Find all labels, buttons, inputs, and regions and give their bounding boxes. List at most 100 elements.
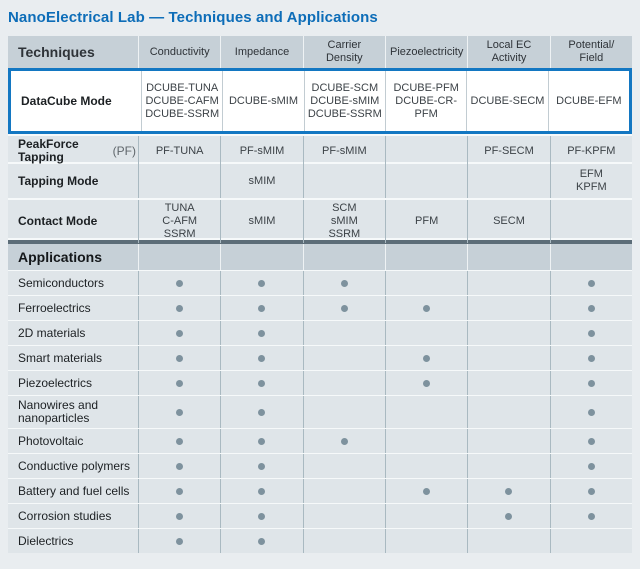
dot-cell (138, 529, 220, 553)
technique-cell: DCUBE-SCM DCUBE-sMIM DCUBE-SSRM (303, 71, 385, 131)
technique-cell: DCUBE-SECM (466, 71, 547, 131)
technique-cell: PFM (385, 200, 467, 243)
technique-cell (549, 200, 632, 243)
techniques-section-header: Techniques (18, 43, 95, 60)
dot-marker (258, 537, 266, 545)
dot-marker (176, 512, 184, 520)
technique-cell (138, 164, 220, 198)
column-header-piezoelectricity: Piezoelectricity (385, 36, 467, 68)
technique-cell (385, 164, 467, 198)
dot-marker (258, 408, 266, 416)
technique-cell: PF-sMIM (302, 136, 385, 166)
row-label: Contact Mode (18, 214, 98, 228)
dot-cell (467, 454, 549, 478)
dot-marker (258, 462, 266, 470)
dot-cell (385, 321, 467, 345)
dot-cell (220, 271, 302, 295)
dot-cell (467, 529, 549, 553)
technique-row-contact-mode: Contact Mode TUNA C-AFM SSRM sMIM SCM sM… (8, 200, 632, 243)
column-header-impedance: Impedance (220, 36, 302, 68)
application-row-photovoltaic: Photovoltaic (8, 429, 632, 453)
dot-marker (258, 437, 266, 445)
row-label: Corrosion studies (18, 508, 112, 523)
dot-cell (138, 429, 220, 453)
technique-cell: PF-sMIM (220, 136, 302, 166)
dot-cell (549, 504, 632, 528)
dot-marker (587, 354, 595, 362)
dot-cell (138, 396, 220, 428)
dot-marker (258, 487, 266, 495)
empty-cell (549, 244, 632, 270)
technique-cell: TUNA C-AFM SSRM (138, 200, 220, 243)
dot-cell (385, 429, 467, 453)
dot-marker (176, 354, 184, 362)
row-label: Battery and fuel cells (18, 483, 130, 498)
technique-cell: PF-KPFM (549, 136, 632, 166)
dot-marker (505, 512, 513, 520)
dot-cell (385, 346, 467, 370)
row-label-suffix: (PF) (112, 143, 136, 158)
dot-cell (467, 346, 549, 370)
dot-cell (549, 371, 632, 395)
dot-cell (302, 371, 385, 395)
dot-cell (467, 396, 549, 428)
technique-cell: EFM KPFM (549, 164, 632, 198)
dot-marker (587, 279, 595, 287)
technique-cell: sMIM (220, 164, 302, 198)
dot-marker (340, 304, 348, 312)
dot-cell (220, 296, 302, 320)
column-header-local-ec-activity: Local EC Activity (467, 36, 549, 68)
dot-cell (467, 371, 549, 395)
technique-cell (385, 136, 467, 166)
dot-cell (302, 479, 385, 503)
applications-header-row: Applications (8, 244, 632, 270)
technique-cell: sMIM (220, 200, 302, 243)
dot-marker (587, 487, 595, 495)
dot-cell (138, 271, 220, 295)
row-label: Smart materials (18, 350, 103, 365)
section-divider (8, 240, 632, 244)
technique-row-datacube-mode: DataCube Mode DCUBE-TUNA DCUBE-CAFM DCUB… (8, 68, 632, 134)
table-header-row: Techniques Conductivity Impedance Carrie… (8, 36, 632, 68)
dot-cell (385, 296, 467, 320)
dot-cell (549, 296, 632, 320)
dot-marker (587, 462, 595, 470)
dot-cell (138, 504, 220, 528)
dot-cell (549, 454, 632, 478)
technique-row-tapping-mode: Tapping Mode sMIM EFM KPFM (8, 164, 632, 198)
dot-cell (220, 454, 302, 478)
dot-cell (467, 429, 549, 453)
dot-marker (258, 354, 266, 362)
dot-marker (340, 279, 348, 287)
dot-cell (385, 504, 467, 528)
dot-cell (549, 346, 632, 370)
row-label: Ferroelectrics (18, 300, 91, 315)
dot-marker (423, 487, 431, 495)
dot-cell (302, 529, 385, 553)
dot-marker (587, 512, 595, 520)
dot-cell (220, 429, 302, 453)
dot-marker (258, 279, 266, 287)
technique-cell (302, 164, 385, 198)
dot-marker (176, 462, 184, 470)
dot-marker (587, 437, 595, 445)
technique-cell: PF-SECM (467, 136, 549, 166)
dot-marker (258, 379, 266, 387)
dot-marker (176, 279, 184, 287)
dot-cell (385, 479, 467, 503)
row-label: Photovoltaic (18, 433, 84, 448)
dot-marker (340, 437, 348, 445)
dot-cell (220, 396, 302, 428)
dot-cell (302, 271, 385, 295)
dot-marker (423, 304, 431, 312)
application-row-piezoelectrics: Piezoelectrics (8, 371, 632, 395)
row-label-text: PeakForce Tapping (18, 137, 79, 164)
dot-cell (220, 529, 302, 553)
dot-cell (549, 429, 632, 453)
empty-cell (385, 244, 467, 270)
dot-cell (138, 321, 220, 345)
row-label: Piezoelectrics (18, 375, 93, 390)
dot-marker (587, 379, 595, 387)
dot-cell (302, 321, 385, 345)
dot-cell (467, 271, 549, 295)
